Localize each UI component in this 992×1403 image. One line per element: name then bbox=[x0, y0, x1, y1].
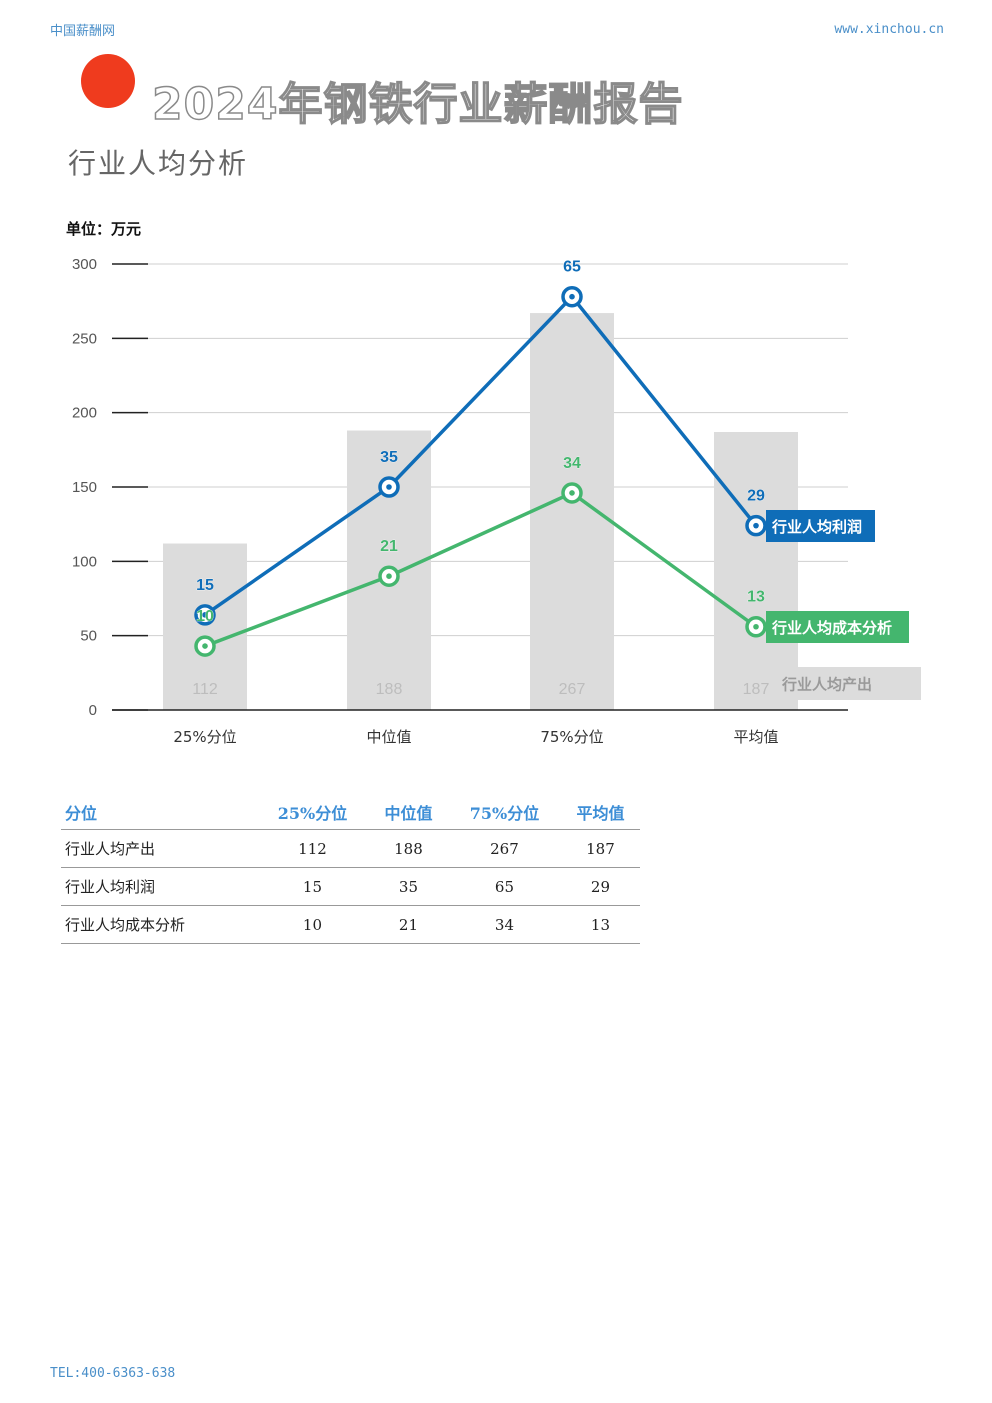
table-cell: 35 bbox=[368, 867, 448, 906]
data-label: 15 bbox=[196, 577, 214, 594]
row-label: 行业人均产出 bbox=[61, 829, 256, 868]
table-header-cell: 平均值 bbox=[560, 795, 640, 830]
legend-label: 行业人均成本分析 bbox=[771, 619, 892, 637]
legend-label: 行业人均利润 bbox=[771, 518, 862, 536]
table-row: 行业人均利润 15 35 65 29 bbox=[61, 867, 640, 906]
y-tick-label: 150 bbox=[72, 479, 97, 496]
table-header-cell: 分位 bbox=[61, 795, 256, 830]
series-marker-center bbox=[202, 612, 208, 618]
legend-label: 行业人均产出 bbox=[781, 676, 872, 694]
bar-value-label: 187 bbox=[743, 681, 770, 698]
combo-chart: 0 50 100 150 200 250 300 112 188 267 187 25%分位 中位值 75… bbox=[72, 256, 921, 746]
x-tick-label: 平均值 bbox=[733, 728, 778, 746]
series-marker-center bbox=[202, 643, 208, 649]
footer-tel: TEL:400-6363-638 bbox=[50, 1366, 176, 1381]
site-url[interactable]: www.xinchou.cn bbox=[834, 22, 944, 37]
bar bbox=[714, 431, 798, 710]
table-cell: 10 bbox=[256, 905, 369, 944]
y-tick-label: 250 bbox=[72, 330, 97, 347]
row-label: 行业人均利润 bbox=[61, 867, 256, 906]
series-marker-center bbox=[386, 573, 392, 579]
series-line bbox=[204, 294, 758, 617]
table-cell: 112 bbox=[256, 829, 369, 868]
legend-box bbox=[766, 510, 875, 542]
bar-value-label: 267 bbox=[559, 681, 586, 698]
bar-value-label: 112 bbox=[192, 681, 218, 698]
table-cell: 188 bbox=[368, 829, 448, 868]
site-name: 中国薪酬网 bbox=[50, 24, 116, 39]
bar bbox=[163, 543, 247, 710]
red-circle-icon bbox=[81, 54, 135, 108]
data-label: 10 bbox=[196, 608, 214, 625]
table-cell: 65 bbox=[447, 867, 561, 906]
series-marker-center bbox=[386, 484, 392, 490]
table-cell: 267 bbox=[447, 829, 561, 868]
data-label: 29 bbox=[747, 488, 765, 505]
series-line bbox=[204, 490, 758, 648]
section-title: 行业人均分析 bbox=[68, 147, 249, 180]
row-label: 行业人均成本分析 bbox=[61, 905, 256, 944]
series-marker-center bbox=[569, 293, 575, 300]
table-header-cell: 75%分位 bbox=[447, 795, 561, 830]
series-marker-center bbox=[753, 522, 759, 529]
y-tick-label: 200 bbox=[72, 405, 97, 422]
data-label: 13 bbox=[747, 589, 765, 606]
table-header-cell: 25%分位 bbox=[256, 795, 369, 830]
legend-box bbox=[776, 667, 921, 700]
x-tick-label: 25%分位 bbox=[173, 728, 236, 746]
table-header-row: 分位 25%分位 中位值 75%分位 平均值 bbox=[61, 795, 640, 830]
data-label: 65 bbox=[563, 259, 581, 276]
series-marker-center bbox=[753, 623, 759, 630]
y-tick-label: 100 bbox=[72, 553, 97, 570]
data-table: 分位 25%分位 中位值 75%分位 平均值 行业人均产出 112 188 26… bbox=[61, 795, 640, 944]
data-label: 21 bbox=[380, 538, 398, 555]
x-tick-label: 中位值 bbox=[366, 728, 411, 746]
x-tick-label: 75%分位 bbox=[540, 728, 603, 746]
y-tick-label: 0 bbox=[89, 702, 97, 719]
data-label: 35 bbox=[380, 449, 398, 466]
bar-value-label: 188 bbox=[376, 681, 403, 698]
series-marker-center bbox=[569, 490, 575, 496]
table-header-cell: 中位值 bbox=[368, 795, 448, 830]
table-cell: 21 bbox=[368, 905, 448, 944]
bar bbox=[530, 313, 614, 710]
unit-label: 单位：万元 bbox=[66, 220, 142, 238]
table-cell: 187 bbox=[560, 829, 640, 868]
report-title: 2024年钢铁行业薪酬报告 bbox=[151, 78, 684, 131]
table-cell: 13 bbox=[560, 905, 640, 944]
table-row: 行业人均产出 112 188 267 187 bbox=[61, 829, 640, 868]
y-tick-label: 50 bbox=[80, 628, 97, 645]
table-cell: 29 bbox=[560, 867, 640, 906]
table-cell: 34 bbox=[447, 905, 561, 944]
legend-box bbox=[766, 611, 909, 643]
data-label: 34 bbox=[563, 455, 581, 472]
y-tick-label: 300 bbox=[72, 256, 97, 273]
table-row: 行业人均成本分析 10 21 34 13 bbox=[61, 905, 640, 944]
table-cell: 15 bbox=[256, 867, 369, 906]
